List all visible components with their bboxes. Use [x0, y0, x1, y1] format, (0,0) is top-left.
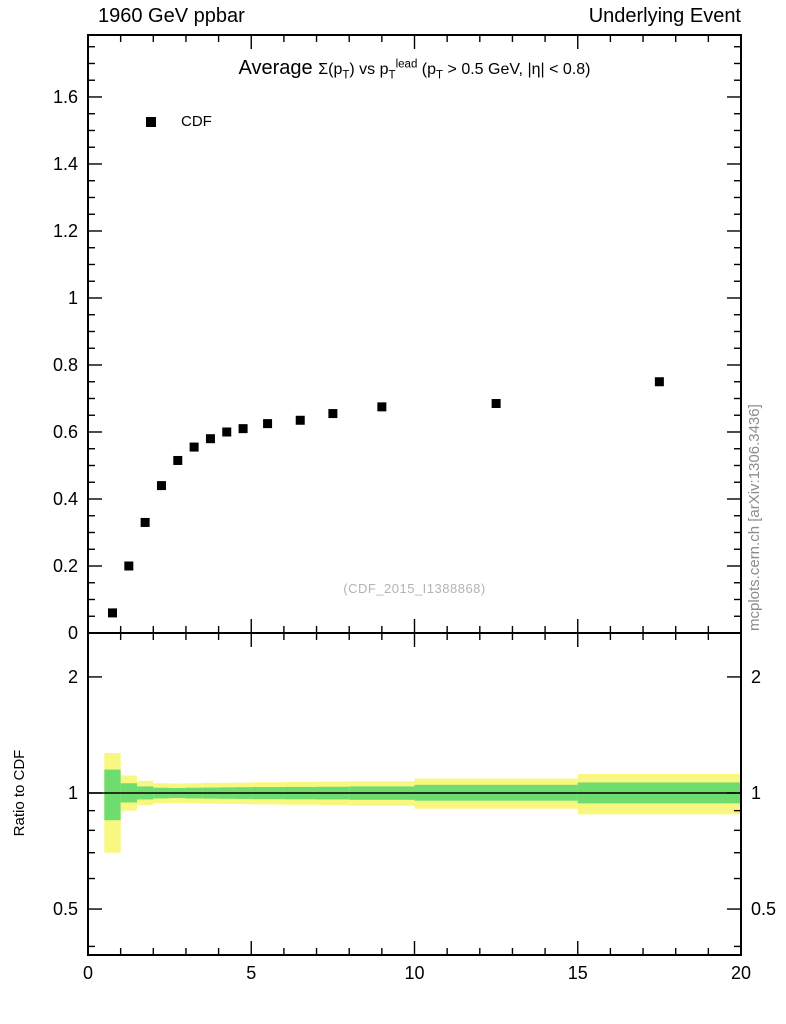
legend-label: CDF	[181, 113, 212, 130]
legend: CDF	[146, 113, 212, 130]
axis-tick-label: 0.8	[53, 355, 78, 375]
data-point-marker	[189, 442, 199, 452]
data-point-marker	[238, 424, 248, 434]
axis-tick-label: 0	[68, 623, 78, 643]
data-point-marker	[124, 561, 134, 571]
axis-tick-label: 5	[246, 963, 256, 983]
header-analysis-group: Underlying Event	[588, 5, 741, 27]
data-point-marker	[263, 419, 273, 429]
axis-tick-label: 1.4	[53, 154, 78, 174]
legend-marker-square-icon	[146, 116, 156, 127]
data-point-marker	[491, 399, 501, 409]
data-markers-layer	[107, 377, 664, 618]
data-point-marker	[140, 517, 150, 527]
chart-layers: 00.20.40.60.811.21.41.60.5 0.51 12 20 5 10 15 2…	[53, 34, 776, 983]
axis-tick-label: 0.5	[53, 899, 78, 919]
ratio-band-inner	[104, 769, 121, 821]
axis-tick-label: 0.6	[53, 422, 78, 442]
data-point-marker	[205, 434, 215, 444]
axis-tick-label: 1.6	[53, 87, 78, 107]
axes-layer	[87, 34, 742, 956]
data-point-marker	[156, 481, 166, 491]
analysis-id-watermark: (CDF_2015_I1388868)	[343, 581, 486, 596]
axis-tick-label: 1	[751, 783, 761, 803]
data-point-marker	[328, 409, 338, 419]
plot-title: Average Σ(pT) vs pTlead (pT > 0.5 GeV, |…	[238, 57, 591, 82]
axis-tick-label: 20	[731, 963, 751, 983]
axis-tick-label: 10	[404, 963, 424, 983]
axis-tick-label: 15	[568, 963, 588, 983]
data-point-marker	[222, 427, 232, 437]
axis-tick-label: 0.2	[53, 556, 78, 576]
axis-tick-label: 1.2	[53, 221, 78, 241]
axis-tick-label: 2	[68, 667, 78, 687]
data-point-marker	[654, 377, 664, 387]
tick-labels-layer: 00.20.40.60.811.21.41.60.5 0.51 12 20 5 10 15 2…	[53, 87, 776, 983]
ratio-axis-label: Ratio to CDF	[11, 750, 28, 837]
axis-tick-label: 1	[68, 783, 78, 803]
axis-tick-label: 2	[751, 667, 761, 687]
data-point-marker	[295, 415, 305, 425]
data-point-marker	[107, 608, 117, 618]
data-point-marker	[173, 455, 183, 465]
header-beam-energy: 1960 GeV ppbar	[98, 5, 245, 27]
ratio-bands-layer	[88, 752, 741, 853]
mcplots-arxiv-credit: mcplots.cern.ch [arXiv:1306.3436]	[746, 404, 763, 631]
axis-tick-label: 1	[68, 288, 78, 308]
axis-tick-label: 0.5	[751, 899, 776, 919]
axis-tick-label: 0	[83, 963, 93, 983]
data-point-marker	[377, 402, 387, 412]
axis-tick-label: 0.4	[53, 489, 78, 509]
